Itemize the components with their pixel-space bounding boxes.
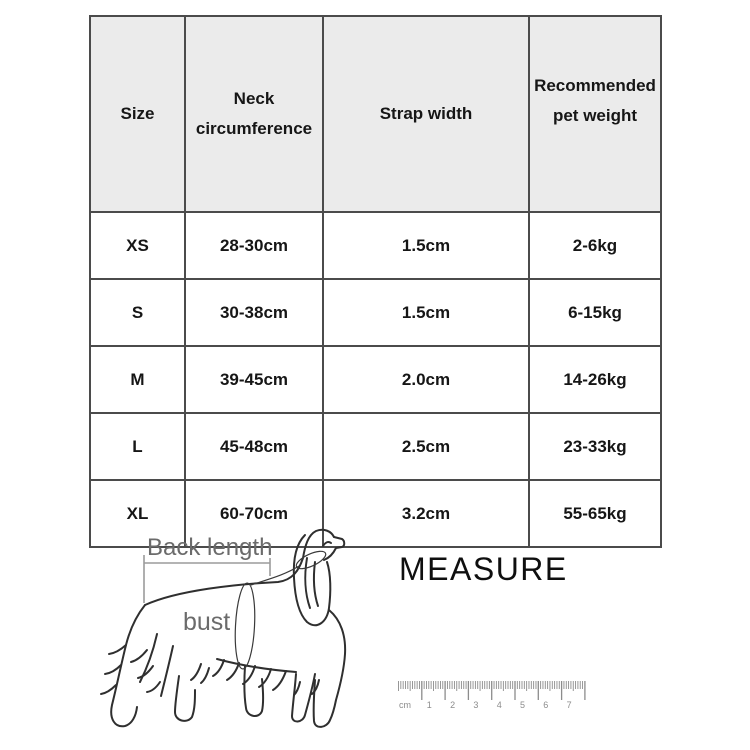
header-pet-weight: Recommended pet weight (528, 15, 662, 213)
table-header-row: Size Neck circumference Strap width Reco… (89, 15, 662, 213)
weight-cell: 14-26kg (528, 345, 662, 414)
size-cell: L (89, 412, 186, 481)
svg-text:6: 6 (543, 700, 548, 710)
size-cell: XS (89, 211, 186, 280)
neck-cell: 45-48cm (184, 412, 324, 481)
dog-outline (100, 528, 347, 728)
strap-cell: 1.5cm (322, 278, 530, 347)
bust-label: bust (183, 608, 231, 636)
ruler-icon: cm 1 2 3 4 5 6 7 (398, 681, 586, 710)
header-strap-width: Strap width (322, 15, 530, 213)
measure-title: MEASURE (399, 551, 568, 587)
svg-text:3: 3 (473, 700, 478, 710)
svg-text:cm: cm (399, 700, 411, 710)
strap-cell: 3.2cm (322, 479, 530, 548)
neck-cell: 60-70cm (184, 479, 324, 548)
table-row-s: S 30-38cm 1.5cm 6-15kg (89, 278, 662, 347)
dog-illustration-icon (100, 528, 347, 728)
table-row-xs: XS 28-30cm 1.5cm 2-6kg (89, 211, 662, 280)
weight-cell: 2-6kg (528, 211, 662, 280)
table-row-l: L 45-48cm 2.5cm 23-33kg (89, 412, 662, 481)
table-row-xl: XL 60-70cm 3.2cm 55-65kg (89, 479, 662, 548)
header-size: Size (89, 15, 186, 213)
size-cell: M (89, 345, 186, 414)
neck-cell: 28-30cm (184, 211, 324, 280)
strap-line (250, 565, 300, 586)
svg-text:1: 1 (427, 700, 432, 710)
size-cell: S (89, 278, 186, 347)
size-cell: XL (89, 479, 186, 548)
svg-text:5: 5 (520, 700, 525, 710)
neck-cell: 39-45cm (184, 345, 324, 414)
back-length-bracket (143, 555, 271, 603)
weight-cell: 55-65kg (528, 479, 662, 548)
strap-cell: 2.5cm (322, 412, 530, 481)
weight-cell: 6-15kg (528, 278, 662, 347)
size-table: Size Neck circumference Strap width Reco… (89, 15, 662, 548)
header-neck-circumference: Neck circumference (184, 15, 324, 213)
bust-measure-loop (234, 582, 256, 670)
weight-cell: 23-33kg (528, 412, 662, 481)
svg-text:2: 2 (450, 700, 455, 710)
strap-cell: 2.0cm (322, 345, 530, 414)
strap-cell: 1.5cm (322, 211, 530, 280)
svg-text:7: 7 (567, 700, 572, 710)
table-row-m: M 39-45cm 2.0cm 14-26kg (89, 345, 662, 414)
neck-cell: 30-38cm (184, 278, 324, 347)
back-length-label: Back length (147, 534, 273, 561)
svg-text:4: 4 (497, 700, 502, 710)
collar-measure-loop (295, 550, 327, 570)
